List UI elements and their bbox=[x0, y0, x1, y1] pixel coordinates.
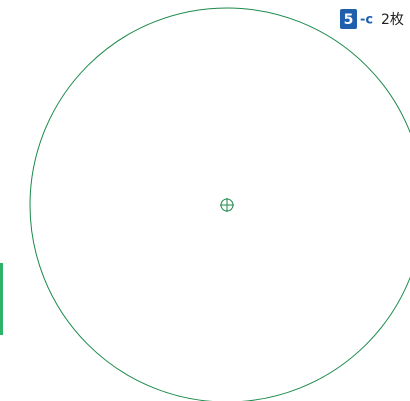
side-bar bbox=[0, 263, 3, 335]
outline-circle bbox=[29, 7, 410, 401]
badge-number: 5 bbox=[344, 12, 354, 28]
number-badge bbox=[340, 9, 357, 29]
suffix: -c bbox=[360, 13, 373, 28]
count: 2枚 bbox=[381, 12, 404, 28]
center-mark bbox=[220, 198, 234, 212]
